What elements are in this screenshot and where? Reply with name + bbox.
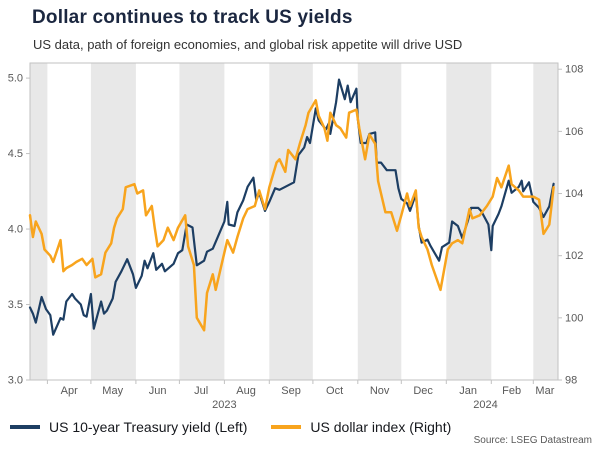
axis-label: 100 <box>565 312 583 324</box>
axis-label: Dec <box>413 385 433 397</box>
source-attribution: Source: LSEG Datastream <box>473 435 592 446</box>
axis-label: Sep <box>281 385 301 397</box>
axis-label: 2024 <box>473 399 497 411</box>
chart-title: Dollar continues to track US yields <box>32 7 353 28</box>
axis-label: 104 <box>565 188 583 200</box>
axis-label: Mar <box>535 385 554 397</box>
axis-label: Jul <box>194 385 208 397</box>
axis-label: Jan <box>459 385 477 397</box>
legend-label-dollar-index: US dollar index (Right) <box>310 419 452 435</box>
chart-subtitle: US data, path of foreign economies, and … <box>33 37 463 52</box>
month-shading-band <box>533 63 558 380</box>
dollar-index-line-swatch <box>271 425 302 429</box>
chart-plot: 3.0 3.5 4.0 4.5 5.0 98 100 102 104 106 108 Apr May Ju… <box>8 62 583 411</box>
axis-label: 3.5 <box>8 299 23 311</box>
axis-label: Jun <box>149 385 167 397</box>
axis-label: Apr <box>61 385 78 397</box>
legend-item-dollar-index: US dollar index (Right) <box>271 419 451 435</box>
axis-label: May <box>102 385 123 397</box>
month-shading-band <box>269 63 313 380</box>
axis-label: 4.0 <box>8 224 23 236</box>
axis-label: 108 <box>565 64 583 76</box>
month-shading-band <box>30 63 48 380</box>
month-shading-band <box>90 63 136 380</box>
axis-label: 98 <box>565 375 577 387</box>
axis-label: Aug <box>236 385 256 397</box>
treasury-yield-line-swatch <box>10 425 40 429</box>
axis-label: 106 <box>565 126 583 138</box>
axis-label: 102 <box>565 250 583 262</box>
chart-legend: US 10-year Treasury yield (Left) US doll… <box>10 419 451 435</box>
axis-label: 4.5 <box>8 148 23 160</box>
legend-label-treasury-yield: US 10-year Treasury yield (Left) <box>49 419 248 435</box>
legend-item-treasury-yield: US 10-year Treasury yield (Left) <box>10 419 247 435</box>
axis-label: Nov <box>370 385 390 397</box>
axis-label: 3.0 <box>8 375 23 387</box>
axis-label: Feb <box>502 385 521 397</box>
dollar-index-line <box>28 99 555 332</box>
axis-label: 2023 <box>212 399 236 411</box>
axis-label: Oct <box>326 385 343 397</box>
axis-label: 5.0 <box>8 73 23 85</box>
